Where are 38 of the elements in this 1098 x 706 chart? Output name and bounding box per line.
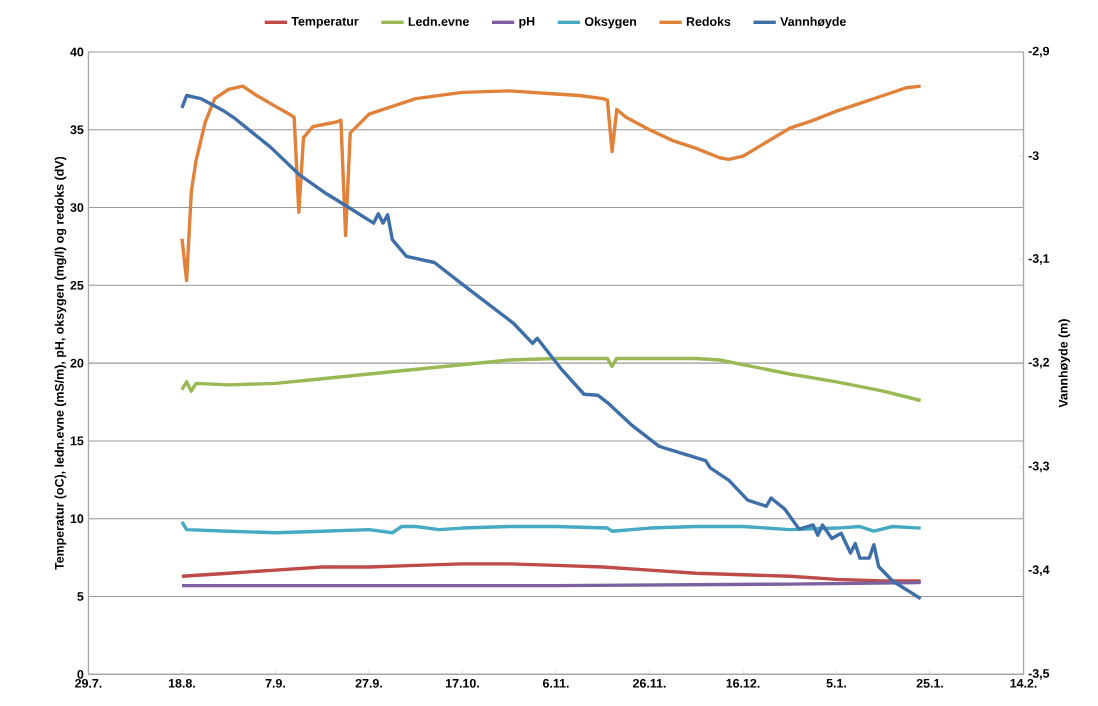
y2-tick-label: -3,1 — [1028, 254, 1050, 265]
x-tick-label: 6.11. — [542, 679, 569, 688]
y-tick-label: 15 — [70, 436, 84, 446]
y2-tick-label: -3,2 — [1028, 357, 1050, 369]
legend-label: pH — [519, 17, 535, 29]
line-series — [180, 93, 923, 601]
y-tick-label: 40 — [70, 47, 84, 57]
y2-tick-label: -3,4 — [1028, 565, 1050, 577]
y2-tick-label: -3,5 — [1028, 669, 1050, 680]
y-tick-label: 30 — [70, 203, 84, 213]
y-tick-label: 25 — [70, 281, 84, 290]
y2-axis-title: Vannhøyde (m) — [1058, 319, 1071, 408]
x-tick-label: 7.9. — [265, 679, 285, 688]
legend-label: Temperatur — [291, 17, 359, 29]
line-series — [180, 520, 923, 535]
x-tick-label: 29.7. — [75, 679, 102, 688]
y-axis-title: Temperatur (oC), ledn.evne (mS/m), pH, oksygen (mg/l) og redoks (dV) — [54, 157, 67, 570]
legend-label: Redoks — [686, 16, 731, 27]
x-tick-label: 14.2. — [1010, 679, 1037, 688]
y2-tick-label: -3,3 — [1028, 461, 1050, 473]
legend-label: Vannhøyde — [780, 16, 846, 29]
y-tick-label: 10 — [70, 514, 84, 524]
x-tick-label: 17.10. — [445, 679, 479, 688]
y-tick-label: 5 — [77, 592, 84, 602]
legend-label: Ledn.evne — [408, 16, 469, 27]
y2-tick-label: -3 — [1028, 151, 1039, 161]
y2-tick-label: -2,9 — [1028, 46, 1050, 58]
y-tick-label: 35 — [70, 125, 84, 135]
x-tick-label: 26.11. — [633, 679, 666, 688]
x-tick-label: 27.9. — [355, 679, 382, 688]
x-tick-label: 5.1. — [826, 679, 847, 688]
y-tick-label: 20 — [70, 358, 84, 368]
x-tick-label: 25.1. — [916, 679, 943, 688]
x-tick-label: 18.8. — [168, 679, 195, 688]
line-series — [180, 562, 923, 583]
x-tick-label: 16.12. — [726, 679, 760, 688]
y-tick-label: 0 — [77, 670, 84, 679]
legend-label: Oksygen — [584, 16, 637, 29]
